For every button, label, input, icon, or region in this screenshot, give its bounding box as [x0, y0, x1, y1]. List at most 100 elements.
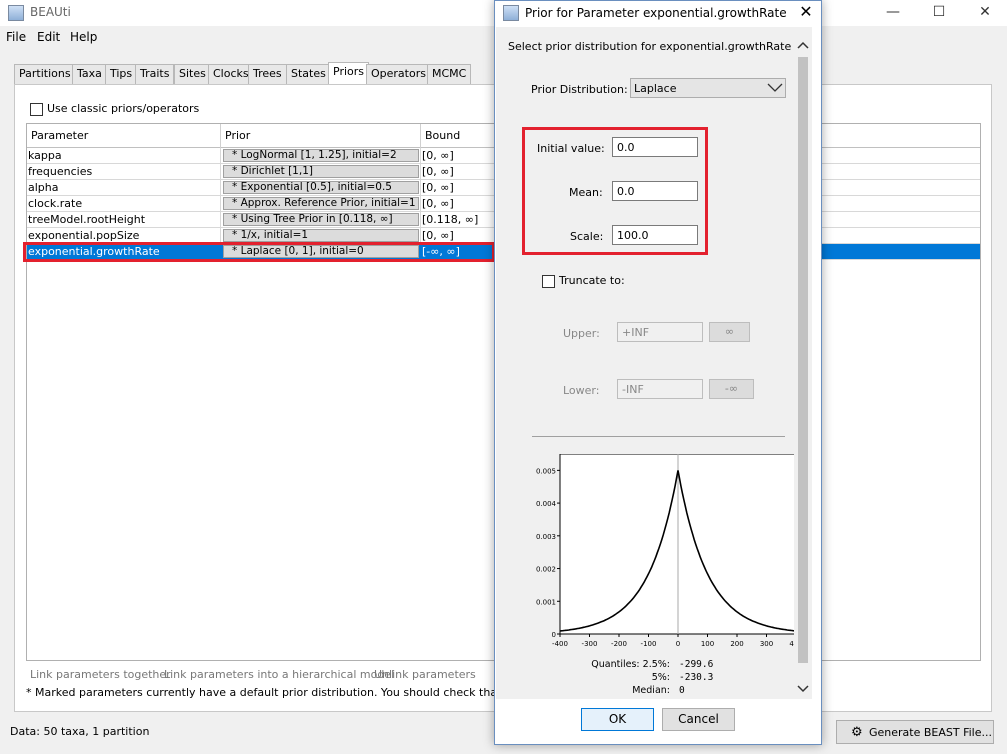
- chevron-down-icon: [767, 80, 783, 97]
- tab-partitions[interactable]: Partitions: [14, 64, 76, 84]
- bound-cell: [0, ∞]: [422, 197, 454, 210]
- highlight-annotation: [23, 242, 495, 262]
- x-tick-label: 300: [760, 640, 773, 648]
- x-tick-label: 100: [701, 640, 714, 648]
- mean-label: Mean:: [569, 186, 603, 199]
- median-value: 0: [679, 685, 685, 696]
- lower-label: Lower:: [563, 384, 600, 397]
- upper-field[interactable]: +INF: [617, 322, 703, 342]
- quantile-value: -230.3: [679, 672, 714, 683]
- scroll-down-icon[interactable]: [797, 685, 809, 696]
- generate-beast-file-button[interactable]: ⚙ Generate BEAST File...: [836, 720, 994, 744]
- dialog-scrollbar[interactable]: [794, 27, 812, 699]
- dialog-header-text: Select prior distribution for exponentia…: [508, 40, 792, 53]
- scroll-thumb[interactable]: [798, 57, 808, 663]
- prior-button[interactable]: * LogNormal [1, 1.25], initial=2: [223, 149, 419, 162]
- lower-field[interactable]: -INF: [617, 379, 703, 399]
- distribution-select[interactable]: Laplace: [630, 78, 786, 98]
- dialog-body: Select prior distribution for exponentia…: [496, 27, 794, 699]
- plot-area: [559, 454, 794, 635]
- y-tick-label: 0.003: [536, 533, 556, 541]
- scale-field[interactable]: 100.0: [612, 225, 698, 245]
- mean-field[interactable]: 0.0: [612, 181, 698, 201]
- x-tick-label: 400: [789, 640, 794, 648]
- prior-dialog: Prior for Parameter exponential.growthRa…: [494, 0, 822, 745]
- prior-button[interactable]: * Laplace [0, 1], initial=0: [223, 245, 419, 258]
- unlink-parameters-button[interactable]: Unlink parameters: [374, 668, 476, 681]
- dialog-title: Prior for Parameter exponential.growthRa…: [525, 6, 787, 20]
- y-tick-label: 0.002: [536, 566, 556, 574]
- prior-density-chart: 0 0.001 0.002 0.003 0.004 0.005 -400 -300 -200 -1…: [536, 454, 794, 648]
- initial-value-label: Initial value:: [537, 142, 605, 155]
- status-text: Data: 50 taxa, 1 partition: [10, 725, 150, 738]
- tab-clocks[interactable]: Clocks: [208, 64, 254, 84]
- initial-value-field[interactable]: 0.0: [612, 137, 698, 157]
- gear-icon: ⚙: [851, 725, 863, 740]
- quantile-label: Quantiles: 2.5%:: [591, 659, 670, 670]
- quantile-label: 5%:: [651, 672, 670, 683]
- link-hierarchical-button[interactable]: Link parameters into a hierarchical mode…: [164, 668, 395, 681]
- prior-button[interactable]: * Dirichlet [1,1]: [223, 165, 419, 178]
- param-cell: exponential.growthRate: [28, 245, 160, 258]
- distribution-label: Prior Distribution:: [531, 83, 628, 96]
- link-parameters-button[interactable]: Link parameters together: [30, 668, 171, 681]
- tab-taxa[interactable]: Taxa: [72, 64, 107, 84]
- scroll-up-icon[interactable]: [797, 41, 809, 52]
- param-cell: treeModel.rootHeight: [28, 213, 146, 226]
- header-bound[interactable]: Bound: [425, 129, 461, 142]
- bound-cell: [0, ∞]: [422, 229, 454, 242]
- prior-button[interactable]: * Approx. Reference Prior, initial=1: [223, 197, 419, 210]
- classic-priors-checkbox[interactable]: [30, 103, 43, 116]
- prior-button[interactable]: * Exponential [0.5], initial=0.5: [223, 181, 419, 194]
- cancel-button[interactable]: Cancel: [662, 708, 735, 731]
- param-cell: kappa: [28, 149, 62, 162]
- x-tick-label: 0: [676, 640, 680, 648]
- tab-tips[interactable]: Tips: [105, 64, 138, 84]
- median-label: Median:: [632, 685, 670, 696]
- maximize-button[interactable]: ☐: [932, 4, 946, 20]
- tab-traits[interactable]: Traits: [135, 64, 175, 84]
- prior-button[interactable]: * 1/x, initial=1: [223, 229, 419, 242]
- quantile-value: -299.6: [679, 659, 714, 670]
- x-tick-label: -300: [582, 640, 598, 648]
- menu-help[interactable]: Help: [70, 30, 98, 44]
- tab-sites[interactable]: Sites: [174, 64, 211, 84]
- header-parameter[interactable]: Parameter: [31, 129, 89, 142]
- x-tick-label: -400: [552, 640, 568, 648]
- y-tick-label: 0.001: [536, 598, 556, 606]
- menu-edit[interactable]: Edit: [37, 30, 61, 44]
- tab-trees[interactable]: Trees: [248, 64, 287, 84]
- ok-button[interactable]: OK: [581, 708, 654, 731]
- scale-label: Scale:: [570, 230, 604, 243]
- lower-infinity-button[interactable]: -∞: [709, 379, 754, 399]
- param-cell: clock.rate: [28, 197, 83, 210]
- y-tick-label: 0: [552, 631, 556, 639]
- dialog-close-button[interactable]: ✕: [799, 2, 813, 21]
- param-cell: exponential.popSize: [28, 229, 140, 242]
- minimize-button[interactable]: —: [886, 4, 900, 20]
- header-prior[interactable]: Prior: [225, 129, 251, 142]
- close-window-button[interactable]: ✕: [979, 4, 991, 20]
- truncate-checkbox[interactable]: [542, 275, 555, 288]
- x-tick-label: 200: [730, 640, 743, 648]
- tab-operators[interactable]: Operators: [366, 64, 431, 84]
- tab-priors[interactable]: Priors: [328, 62, 370, 84]
- distribution-value: Laplace: [634, 82, 677, 95]
- prior-button[interactable]: * Using Tree Prior in [0.118, ∞]: [223, 213, 419, 226]
- x-tick-label: -200: [611, 640, 627, 648]
- separator: [532, 436, 785, 437]
- param-cell: frequencies: [28, 165, 93, 178]
- window-title: BEAUti: [30, 5, 71, 19]
- upper-infinity-button[interactable]: ∞: [709, 322, 750, 342]
- menu-file[interactable]: File: [6, 30, 27, 44]
- tab-mcmc[interactable]: MCMC: [427, 64, 472, 84]
- dialog-titlebar: Prior for Parameter exponential.growthRa…: [495, 1, 821, 25]
- app-logo-icon: [503, 5, 519, 21]
- upper-label: Upper:: [563, 327, 600, 340]
- bound-cell: [0.118, ∞]: [422, 213, 479, 226]
- tab-states[interactable]: States: [286, 64, 331, 84]
- default-prior-note: * Marked parameters currently have a def…: [26, 686, 567, 699]
- app-logo-icon: [8, 5, 24, 21]
- bound-cell: [0, ∞]: [422, 149, 454, 162]
- bound-cell: [0, ∞]: [422, 165, 454, 178]
